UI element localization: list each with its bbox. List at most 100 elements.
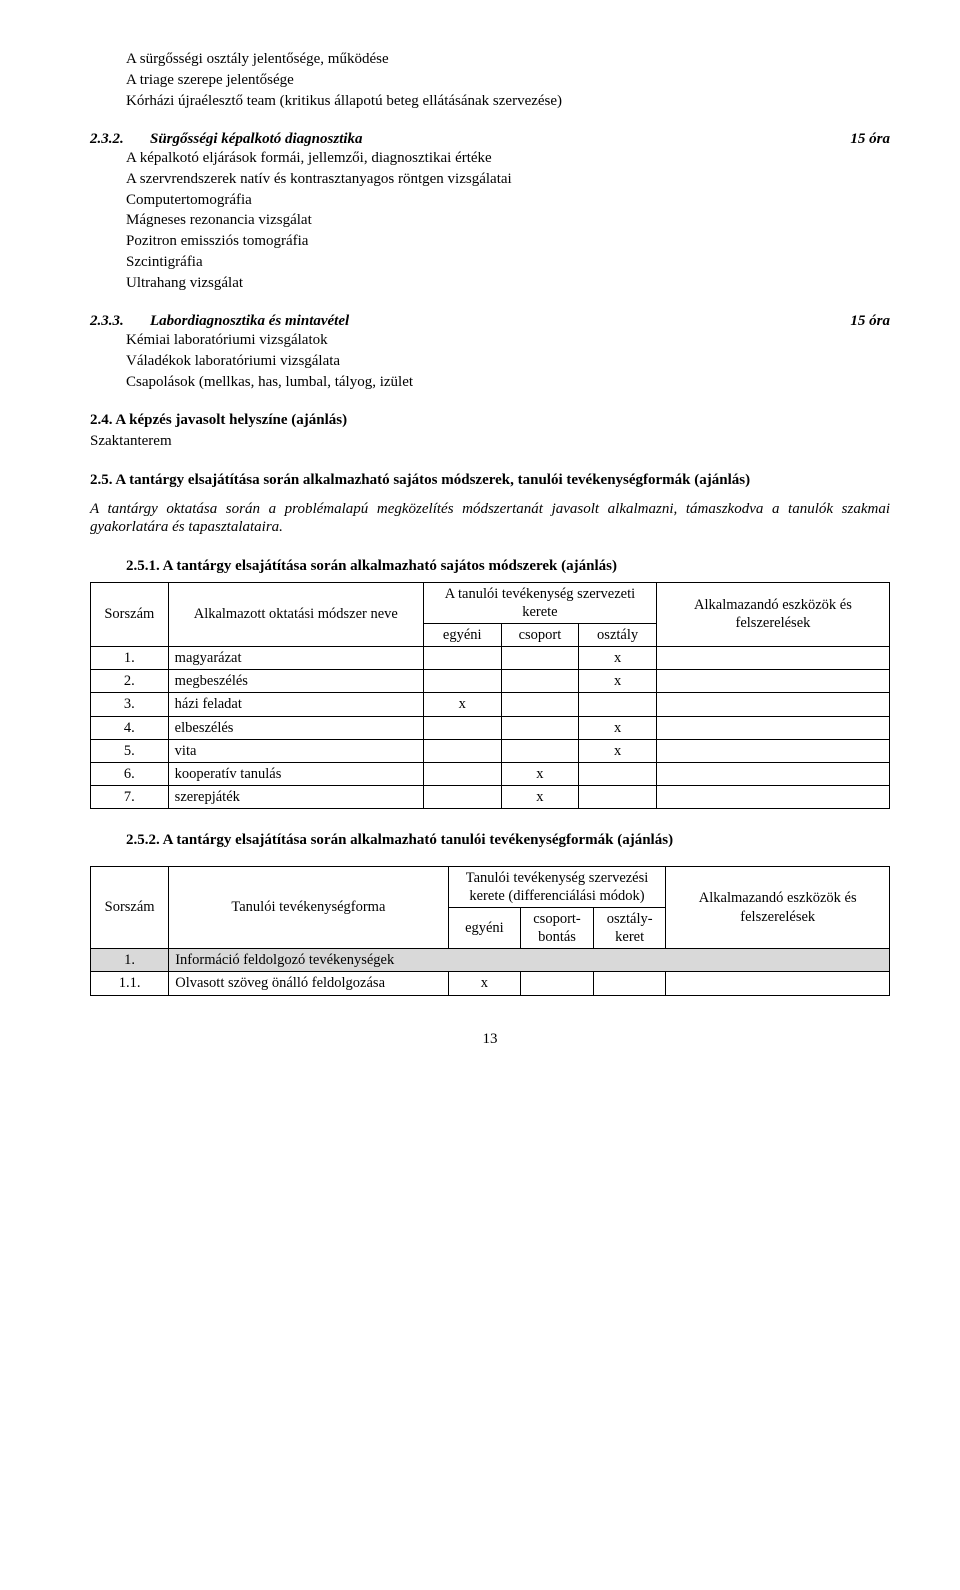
table-cell: elbeszélés — [168, 716, 423, 739]
table-row: 3.házi feladatx — [91, 693, 890, 716]
section-line: Szaktanterem — [90, 432, 890, 451]
table-header-row: Sorszám Tanulói tevékenységforma Tanulói… — [91, 866, 890, 907]
table-cell: 7. — [91, 785, 169, 808]
section-title: Labordiagnosztika és mintavétel — [150, 313, 349, 329]
table-row: 5.vita x — [91, 739, 890, 762]
table-header-row: Sorszám Alkalmazott oktatási módszer nev… — [91, 582, 890, 623]
section-heading-row: 2.3.3. Labordiagnosztika és mintavétel 1… — [90, 312, 890, 331]
page-number: 13 — [90, 1030, 890, 1049]
table-cell — [656, 716, 889, 739]
table-cell: x — [501, 762, 579, 785]
table-cell — [656, 785, 889, 808]
section-line: A szervrendszerek natív és kontrasztanya… — [126, 170, 890, 189]
table-cell: magyarázat — [168, 647, 423, 670]
section-233: 2.3.3. Labordiagnosztika és mintavétel 1… — [90, 312, 890, 391]
table-cell: vita — [168, 739, 423, 762]
col-egyeni: egyéni — [423, 624, 501, 647]
section-heading: 2.4. A képzés javasolt helyszíne (ajánlá… — [90, 411, 890, 430]
section-line: Kémiai laboratóriumi vizsgálatok — [126, 331, 890, 350]
activities-table: Sorszám Tanulói tevékenységforma Tanulói… — [90, 866, 890, 996]
col-kerete: Tanulói tevékenység szervezési kerete (d… — [448, 866, 666, 907]
section-251: 2.5.1. A tantárgy elsajátítása során alk… — [90, 557, 890, 809]
table-cell: 1.1. — [91, 972, 169, 995]
table-cell: 6. — [91, 762, 169, 785]
table-cell: x — [579, 739, 657, 762]
section-heading: 2.5.1. A tantárgy elsajátítása során alk… — [126, 557, 890, 576]
section-body: A képalkotó eljárások formái, jellemzői,… — [126, 149, 890, 292]
col-kerete: A tanulói tevékenység szervezeti kerete — [423, 582, 656, 623]
section-number: 2.3.2. — [90, 131, 124, 147]
table-cell: 1. — [91, 949, 169, 972]
table-cell — [423, 762, 501, 785]
table-cell — [579, 693, 657, 716]
table-cell — [501, 739, 579, 762]
section-heading-left: 2.3.3. Labordiagnosztika és mintavétel — [90, 312, 349, 331]
section-heading-left: 2.3.2. Sürgősségi képalkotó diagnosztika — [90, 130, 363, 149]
section-heading: 2.5. A tantárgy elsajátítása során alkal… — [90, 471, 890, 490]
table-cell: x — [579, 670, 657, 693]
table-row: 4.elbeszélés x — [91, 716, 890, 739]
table-cell: 4. — [91, 716, 169, 739]
section-line: Ultrahang vizsgálat — [126, 274, 890, 293]
table-cell — [501, 716, 579, 739]
section-hours: 15 óra — [850, 312, 890, 331]
section-25: 2.5. A tantárgy elsajátítása során alkal… — [90, 471, 890, 537]
table-row: 1.1.Olvasott szöveg önálló feldolgozásax — [91, 972, 890, 995]
section-line: A képalkotó eljárások formái, jellemzői,… — [126, 149, 890, 168]
col-csoport: csoport — [501, 624, 579, 647]
section-line: Váladékok laboratóriumi vizsgálata — [126, 352, 890, 371]
col-sorszam: Sorszám — [91, 582, 169, 646]
col-eszkoz: Alkalmazandó eszközök és felszerelések — [656, 582, 889, 646]
table-cell: 3. — [91, 693, 169, 716]
table-cell — [423, 739, 501, 762]
section-body: Kémiai laboratóriumi vizsgálatok Váladék… — [126, 331, 890, 391]
section-heading-row: 2.3.2. Sürgősségi képalkotó diagnosztika… — [90, 130, 890, 149]
col-csoport: csoport-bontás — [521, 908, 594, 949]
table-cell: szerepjáték — [168, 785, 423, 808]
table-cell: 5. — [91, 739, 169, 762]
section-252: 2.5.2. A tantárgy elsajátítása során alk… — [90, 831, 890, 996]
table-row: 7.szerepjátékx — [91, 785, 890, 808]
section-number: 2.3.3. — [90, 313, 124, 329]
table-cell — [501, 693, 579, 716]
section-hours: 15 óra — [850, 130, 890, 149]
table-cell: x — [448, 972, 521, 995]
methods-table: Sorszám Alkalmazott oktatási módszer nev… — [90, 582, 890, 809]
table-cell: megbeszélés — [168, 670, 423, 693]
table-cell: 1. — [91, 647, 169, 670]
table-cell — [656, 647, 889, 670]
col-eszkoz: Alkalmazandó eszközök és felszerelések — [666, 866, 890, 949]
section-24: 2.4. A képzés javasolt helyszíne (ajánlá… — [90, 411, 890, 451]
col-forma: Tanulói tevékenységforma — [169, 866, 448, 949]
col-osztaly: osztály — [579, 624, 657, 647]
intro-line: A sürgősségi osztály jelentősége, működé… — [126, 50, 890, 69]
intro-line: A triage szerepe jelentősége — [126, 71, 890, 90]
table-cell — [593, 972, 666, 995]
section-line: Szcintigráfia — [126, 253, 890, 272]
table-cell — [656, 670, 889, 693]
table-cell — [656, 762, 889, 785]
section-line: Pozitron emissziós tomográfia — [126, 232, 890, 251]
section-232: 2.3.2. Sürgősségi képalkotó diagnosztika… — [90, 130, 890, 292]
col-osztaly: osztály-keret — [593, 908, 666, 949]
table-cell — [656, 693, 889, 716]
table-cell — [521, 972, 594, 995]
intro-block: A sürgősségi osztály jelentősége, működé… — [126, 50, 890, 110]
table-cell: x — [579, 716, 657, 739]
table-cell — [501, 647, 579, 670]
section-title: Sürgősségi képalkotó diagnosztika — [150, 131, 363, 147]
table-cell — [423, 716, 501, 739]
table-cell: kooperatív tanulás — [168, 762, 423, 785]
table-cell: Információ feldolgozó tevékenységek — [169, 949, 890, 972]
table-cell — [656, 739, 889, 762]
intro-line: Kórházi újraélesztő team (kritikus állap… — [126, 92, 890, 111]
table-row: 6.kooperatív tanulás x — [91, 762, 890, 785]
table-cell: x — [579, 647, 657, 670]
table-cell — [423, 785, 501, 808]
section-line: Mágneses rezonancia vizsgálat — [126, 211, 890, 230]
col-modszer: Alkalmazott oktatási módszer neve — [168, 582, 423, 646]
table-cell: x — [423, 693, 501, 716]
table-cell — [501, 670, 579, 693]
col-sorszam: Sorszám — [91, 866, 169, 949]
table-cell — [579, 762, 657, 785]
